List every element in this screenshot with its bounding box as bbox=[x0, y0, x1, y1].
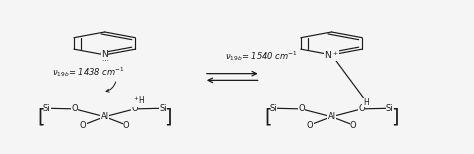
Text: [: [ bbox=[38, 107, 45, 126]
Text: ]: ] bbox=[391, 107, 399, 126]
Text: O: O bbox=[131, 104, 138, 113]
Text: O: O bbox=[298, 104, 305, 113]
Text: O: O bbox=[350, 121, 356, 130]
Text: H: H bbox=[363, 98, 368, 107]
Text: O: O bbox=[307, 121, 313, 130]
Text: Al: Al bbox=[328, 112, 336, 121]
Text: N$^+$: N$^+$ bbox=[324, 49, 339, 61]
Text: Si: Si bbox=[386, 104, 393, 113]
Text: O: O bbox=[358, 104, 365, 113]
Text: $\nu_{19b}$= 1540 cm$^{-1}$: $\nu_{19b}$= 1540 cm$^{-1}$ bbox=[225, 49, 298, 63]
Text: N: N bbox=[101, 50, 108, 59]
Text: $\nu_{19b}$= 1438 cm$^{-1}$: $\nu_{19b}$= 1438 cm$^{-1}$ bbox=[52, 65, 125, 79]
Text: Al: Al bbox=[100, 112, 109, 121]
Text: O: O bbox=[72, 104, 78, 113]
Text: $^+$H: $^+$H bbox=[132, 95, 146, 106]
Text: Si: Si bbox=[159, 104, 167, 113]
Text: [: [ bbox=[264, 107, 272, 126]
Text: ⋯: ⋯ bbox=[101, 58, 108, 64]
Text: ]: ] bbox=[164, 107, 172, 126]
Text: Si: Si bbox=[270, 104, 277, 113]
Text: O: O bbox=[80, 121, 86, 130]
Text: O: O bbox=[123, 121, 129, 130]
FancyArrowPatch shape bbox=[106, 82, 116, 92]
Text: Si: Si bbox=[43, 104, 50, 113]
